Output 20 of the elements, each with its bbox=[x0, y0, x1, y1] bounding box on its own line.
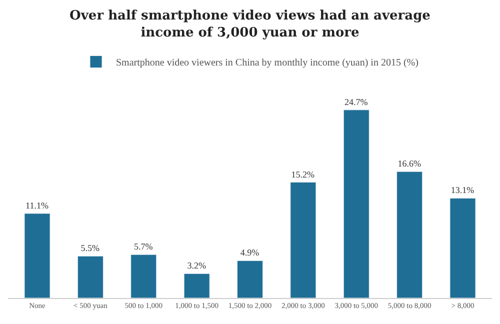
data-label: 16.6% bbox=[398, 158, 422, 169]
legend-label: Smartphone video viewers in China by monthly income (yuan) in 2015 (%) bbox=[116, 58, 418, 69]
bar bbox=[77, 256, 104, 298]
data-label: 24.7% bbox=[344, 96, 368, 107]
data-label: 3.2% bbox=[187, 260, 206, 271]
data-label: 11.1% bbox=[26, 200, 49, 210]
data-label: 4.9% bbox=[240, 248, 260, 258]
data-label: 5.5% bbox=[80, 243, 100, 254]
bar bbox=[130, 254, 157, 298]
data-label: 5.7% bbox=[134, 242, 154, 252]
bar bbox=[396, 171, 423, 298]
chart-title: Over half smartphone video views had an average income of 3,000 yuan or more bbox=[70, 8, 430, 40]
bar bbox=[184, 273, 210, 298]
bar bbox=[290, 182, 316, 298]
bar bbox=[236, 260, 264, 298]
bar bbox=[450, 198, 476, 298]
data-label: 15.2% bbox=[291, 169, 316, 180]
bar bbox=[343, 110, 370, 298]
data-label: 13.1% bbox=[450, 185, 475, 196]
bar bbox=[24, 213, 50, 298]
